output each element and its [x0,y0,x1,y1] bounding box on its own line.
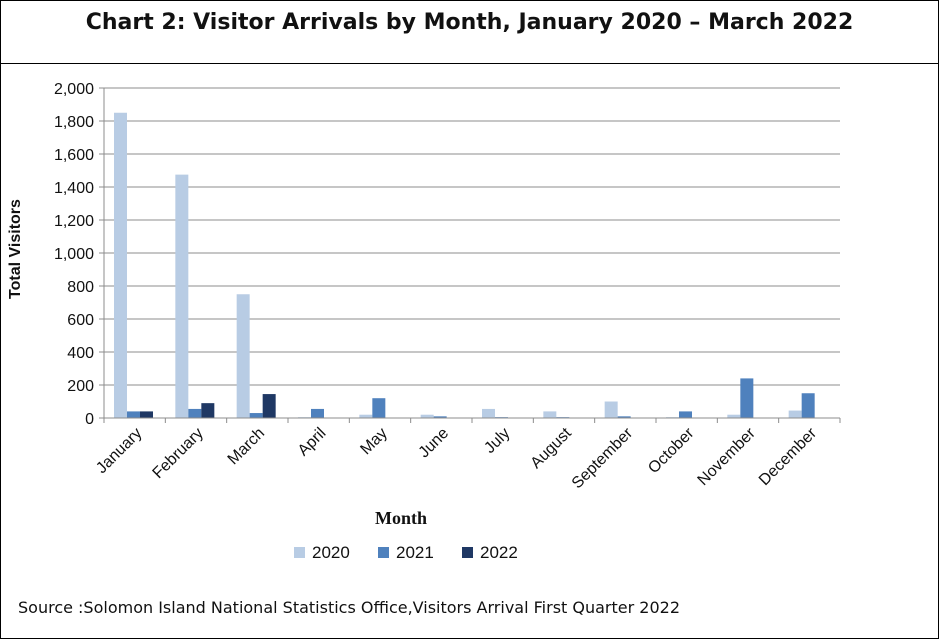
x-tick-label: November [695,424,760,489]
x-tick-label: May [357,425,390,458]
y-axis-label: Total Visitors [7,199,24,299]
y-tick-label: 1,200 [54,213,94,230]
gridlines [104,87,840,386]
bar-2021-june [433,416,447,418]
bar-2021-october [679,411,692,418]
y-tick-label: 0 [85,411,94,428]
legend-swatch-2022 [462,547,473,558]
bar-2020-may [359,414,373,418]
x-tick-label: January [93,425,145,477]
x-tick-label: July [481,425,513,457]
y-tick-label: 200 [67,378,94,395]
x-tick-label: March [225,425,268,468]
bar-2021-september [617,416,631,418]
bar-2021-march [249,413,263,418]
x-tick-label: April [295,425,330,460]
bar-2021-february [188,408,202,418]
x-tick-label: September [569,424,637,492]
bars [114,112,815,418]
bar-2020-november [727,414,741,418]
legend-swatch-2020 [294,547,305,558]
x-axis-ticks: January February March April May June July Augu… [93,418,841,492]
legend: 2020 2021 2022 [294,543,518,562]
source-note: Source :Solomon Island National Statisti… [18,598,680,617]
y-tick-label: 1,000 [54,246,94,263]
bar-2020-january [114,112,127,418]
x-axis-label: Month [375,508,427,528]
bar-2020-august [543,411,557,418]
legend-swatch-2021 [378,547,389,558]
bar-2022-january [140,411,153,418]
bar-2021-april [311,408,324,418]
bar-2020-september [604,401,618,418]
y-tick-label: 1,400 [54,180,94,197]
bar-2020-july [482,408,495,418]
bar-2021-november [740,378,754,418]
bar-2021-december [801,393,815,418]
legend-label-2020: 2020 [312,543,350,562]
bar-2021-may [372,398,386,418]
y-tick-label: 1,800 [54,114,94,131]
y-axis-ticks: 0 200 400 600 800 1,000 1,200 1,400 1,600 1,800 2,… [54,81,104,428]
bar-chart: 0 200 400 600 800 1,000 1,200 1,400 1,600 1,800 2,… [7,81,841,562]
bar-2020-march [236,294,250,418]
y-tick-label: 400 [67,345,94,362]
x-tick-label: December [756,424,821,489]
chart-title: Chart 2: Visitor Arrivals by Month, Janu… [85,10,854,35]
x-tick-label: June [416,425,453,462]
bar-2020-december [788,410,802,418]
x-tick-label: August [528,424,576,472]
bar-2022-march [262,394,276,418]
bar-2021-january [127,411,140,418]
x-tick-label: February [150,425,207,482]
y-tick-label: 800 [67,279,94,296]
bar-2020-june [420,414,434,418]
legend-label-2022: 2022 [480,543,518,562]
bar-2020-february [175,174,189,418]
x-tick-label: October [645,424,698,477]
bar-2022-february [201,403,215,418]
y-tick-label: 600 [67,312,94,329]
legend-label-2021: 2021 [396,543,434,562]
y-tick-label: 1,600 [54,147,94,164]
y-tick-label: 2,000 [54,81,94,98]
title-box: Chart 2: Visitor Arrivals by Month, Janu… [0,0,939,64]
